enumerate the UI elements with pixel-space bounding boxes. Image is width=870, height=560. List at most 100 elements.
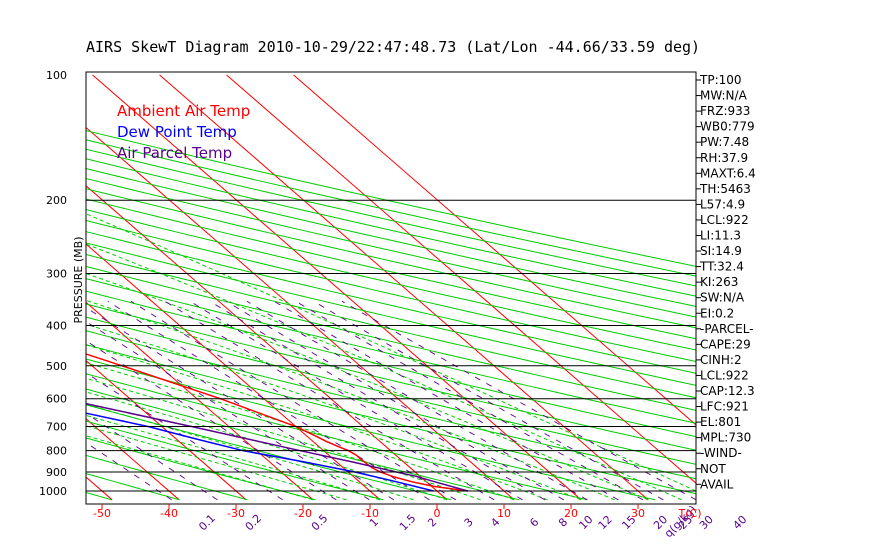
dry-adiabat-line xyxy=(86,148,696,287)
stability-index-item: RH:37.9 xyxy=(700,151,748,165)
legend-dew-point-temp: Dew Point Temp xyxy=(117,123,237,141)
dry-adiabat-line xyxy=(86,454,248,501)
pressure-tick-label: 700 xyxy=(46,421,67,434)
dry-adiabat-line xyxy=(86,316,696,465)
isotherm-line xyxy=(226,74,696,484)
dry-adiabat-line xyxy=(86,373,588,501)
y-axis-label: PRESSURE (MB) xyxy=(72,237,85,324)
pressure-tick-label: 800 xyxy=(46,445,67,458)
bottom-temp-tick-label: 0 xyxy=(434,507,441,520)
isotherm-line xyxy=(92,74,582,501)
pressure-tick-label: 100 xyxy=(46,69,67,82)
dry-adiabat-line xyxy=(86,198,696,340)
mixing-ratio-line xyxy=(86,307,395,501)
mixing-ratio-tick-label: 0.5 xyxy=(309,512,331,534)
chart-title: AIRS SkewT Diagram 2010-10-29/22:47:48.7… xyxy=(86,38,700,56)
stability-index-item: AVAIL xyxy=(700,477,734,491)
stability-index-item: WB0:779 xyxy=(700,120,755,134)
stability-index-item: FRZ:933 xyxy=(700,104,750,118)
isotherm-line xyxy=(293,74,696,426)
dry-adiabat-line xyxy=(86,231,696,374)
pressure-tick-label: 900 xyxy=(46,466,67,479)
stability-index-item: -WIND- xyxy=(700,446,742,460)
mixing-ratio-line xyxy=(86,321,370,501)
dry-adiabat-line xyxy=(86,130,696,267)
bottom-temp-unit-label: T(C) xyxy=(678,507,702,520)
mixing-ratio-line xyxy=(189,300,523,501)
dry-adiabat-line xyxy=(86,242,696,386)
mixing-ratio-line xyxy=(130,300,457,501)
moist-adiabat-line xyxy=(86,299,615,501)
dry-adiabat-line xyxy=(86,209,696,351)
stability-index-item: PW:7.48 xyxy=(700,135,749,149)
air-parcel-temp-line xyxy=(86,402,469,492)
dry-adiabat-line xyxy=(86,344,696,495)
dry-adiabat-line xyxy=(0,75,44,500)
bottom-temp-tick-label: 10 xyxy=(497,507,511,520)
dry-adiabat-line xyxy=(86,437,316,501)
stability-index-item: CINH:2 xyxy=(700,353,742,367)
dry-adiabat-line xyxy=(86,388,520,501)
isotherm-line xyxy=(86,301,314,501)
dry-adiabat-line xyxy=(86,188,696,329)
stability-index-item: MW:N/A xyxy=(700,89,748,103)
stability-index-item: SW:N/A xyxy=(700,291,745,305)
dry-adiabat-line xyxy=(86,158,696,297)
stability-index-item: KI:263 xyxy=(700,275,738,289)
bottom-temp-tick-label: -20 xyxy=(294,507,312,520)
mixing-ratio-tick-label: 1.5 xyxy=(397,512,419,534)
stability-index-item: EL:801 xyxy=(700,415,741,429)
mixing-ratio-tick-label: 6 xyxy=(527,515,541,529)
pressure-tick-label: 600 xyxy=(46,393,67,406)
dry-adiabat-line xyxy=(86,278,696,424)
dew-point-temp-line xyxy=(86,412,434,492)
stability-index-item: TP:100 xyxy=(699,73,742,87)
dry-adiabat-line xyxy=(86,177,696,318)
moist-adiabat-line xyxy=(86,362,515,501)
grid-layer xyxy=(0,74,696,501)
stability-index-item: MAXT:6.4 xyxy=(700,166,756,180)
dry-adiabat-line xyxy=(86,265,696,411)
dry-adiabat-line xyxy=(86,253,696,399)
bottom-temp-tick-label: -40 xyxy=(160,507,178,520)
dry-adiabat-line xyxy=(86,404,452,501)
moist-adiabat-line xyxy=(86,272,649,501)
frame-layer xyxy=(85,71,697,509)
mixing-ratio-tick-label: 3 xyxy=(462,515,476,529)
mixing-ratio-tick-label: 0.2 xyxy=(243,512,265,534)
dry-adiabat-line xyxy=(86,219,696,363)
dry-adiabat-line xyxy=(86,358,656,501)
dry-adiabat-line xyxy=(86,330,696,480)
moist-adiabat-line xyxy=(86,323,582,501)
bottom-temp-tick-label: -30 xyxy=(227,507,245,520)
isotherm-line xyxy=(0,75,45,500)
stability-index-item: CAP:12.3 xyxy=(700,384,755,398)
mixing-ratio-line xyxy=(295,300,644,501)
dry-adiabat-line xyxy=(86,290,696,438)
ambient-air-temp-line xyxy=(86,353,468,492)
mixing-ratio-line xyxy=(273,300,619,501)
stability-index-item: LCL:922 xyxy=(700,213,749,227)
stability-index-item: TT:32.4 xyxy=(699,260,744,274)
moist-adiabat-line xyxy=(86,344,548,501)
legend-ambient-air-temp: Ambient Air Temp xyxy=(117,102,250,120)
label-layer: 0.1 0.2 0.5 1 1.5 2 3 4 6 8 10 12 15 20 25 30 40q(g/kg)1… xyxy=(39,69,749,540)
mixing-ratio-line xyxy=(86,340,337,501)
dry-adiabat-line xyxy=(86,168,696,307)
bottom-temp-tick-label: 30 xyxy=(631,507,645,520)
moist-adiabat-line xyxy=(86,414,381,501)
plot-frame xyxy=(85,71,697,505)
moist-adiabat-line xyxy=(86,243,682,501)
stability-index-item: LFC:921 xyxy=(700,400,749,414)
mixing-ratio-tick-label: 40 xyxy=(730,513,749,532)
pressure-tick-label: 200 xyxy=(46,194,67,207)
mixing-ratio-line xyxy=(107,300,430,501)
isotherm-line xyxy=(159,74,649,501)
stability-index-item: NOT xyxy=(700,462,726,476)
stability-index-item: -PARCEL- xyxy=(700,322,754,336)
dry-adiabat-line xyxy=(86,139,696,277)
bottom-temp-tick-label: -50 xyxy=(93,507,111,520)
pressure-tick-label: 300 xyxy=(46,267,67,280)
mixing-ratio-tick-label: 0.1 xyxy=(196,512,218,534)
